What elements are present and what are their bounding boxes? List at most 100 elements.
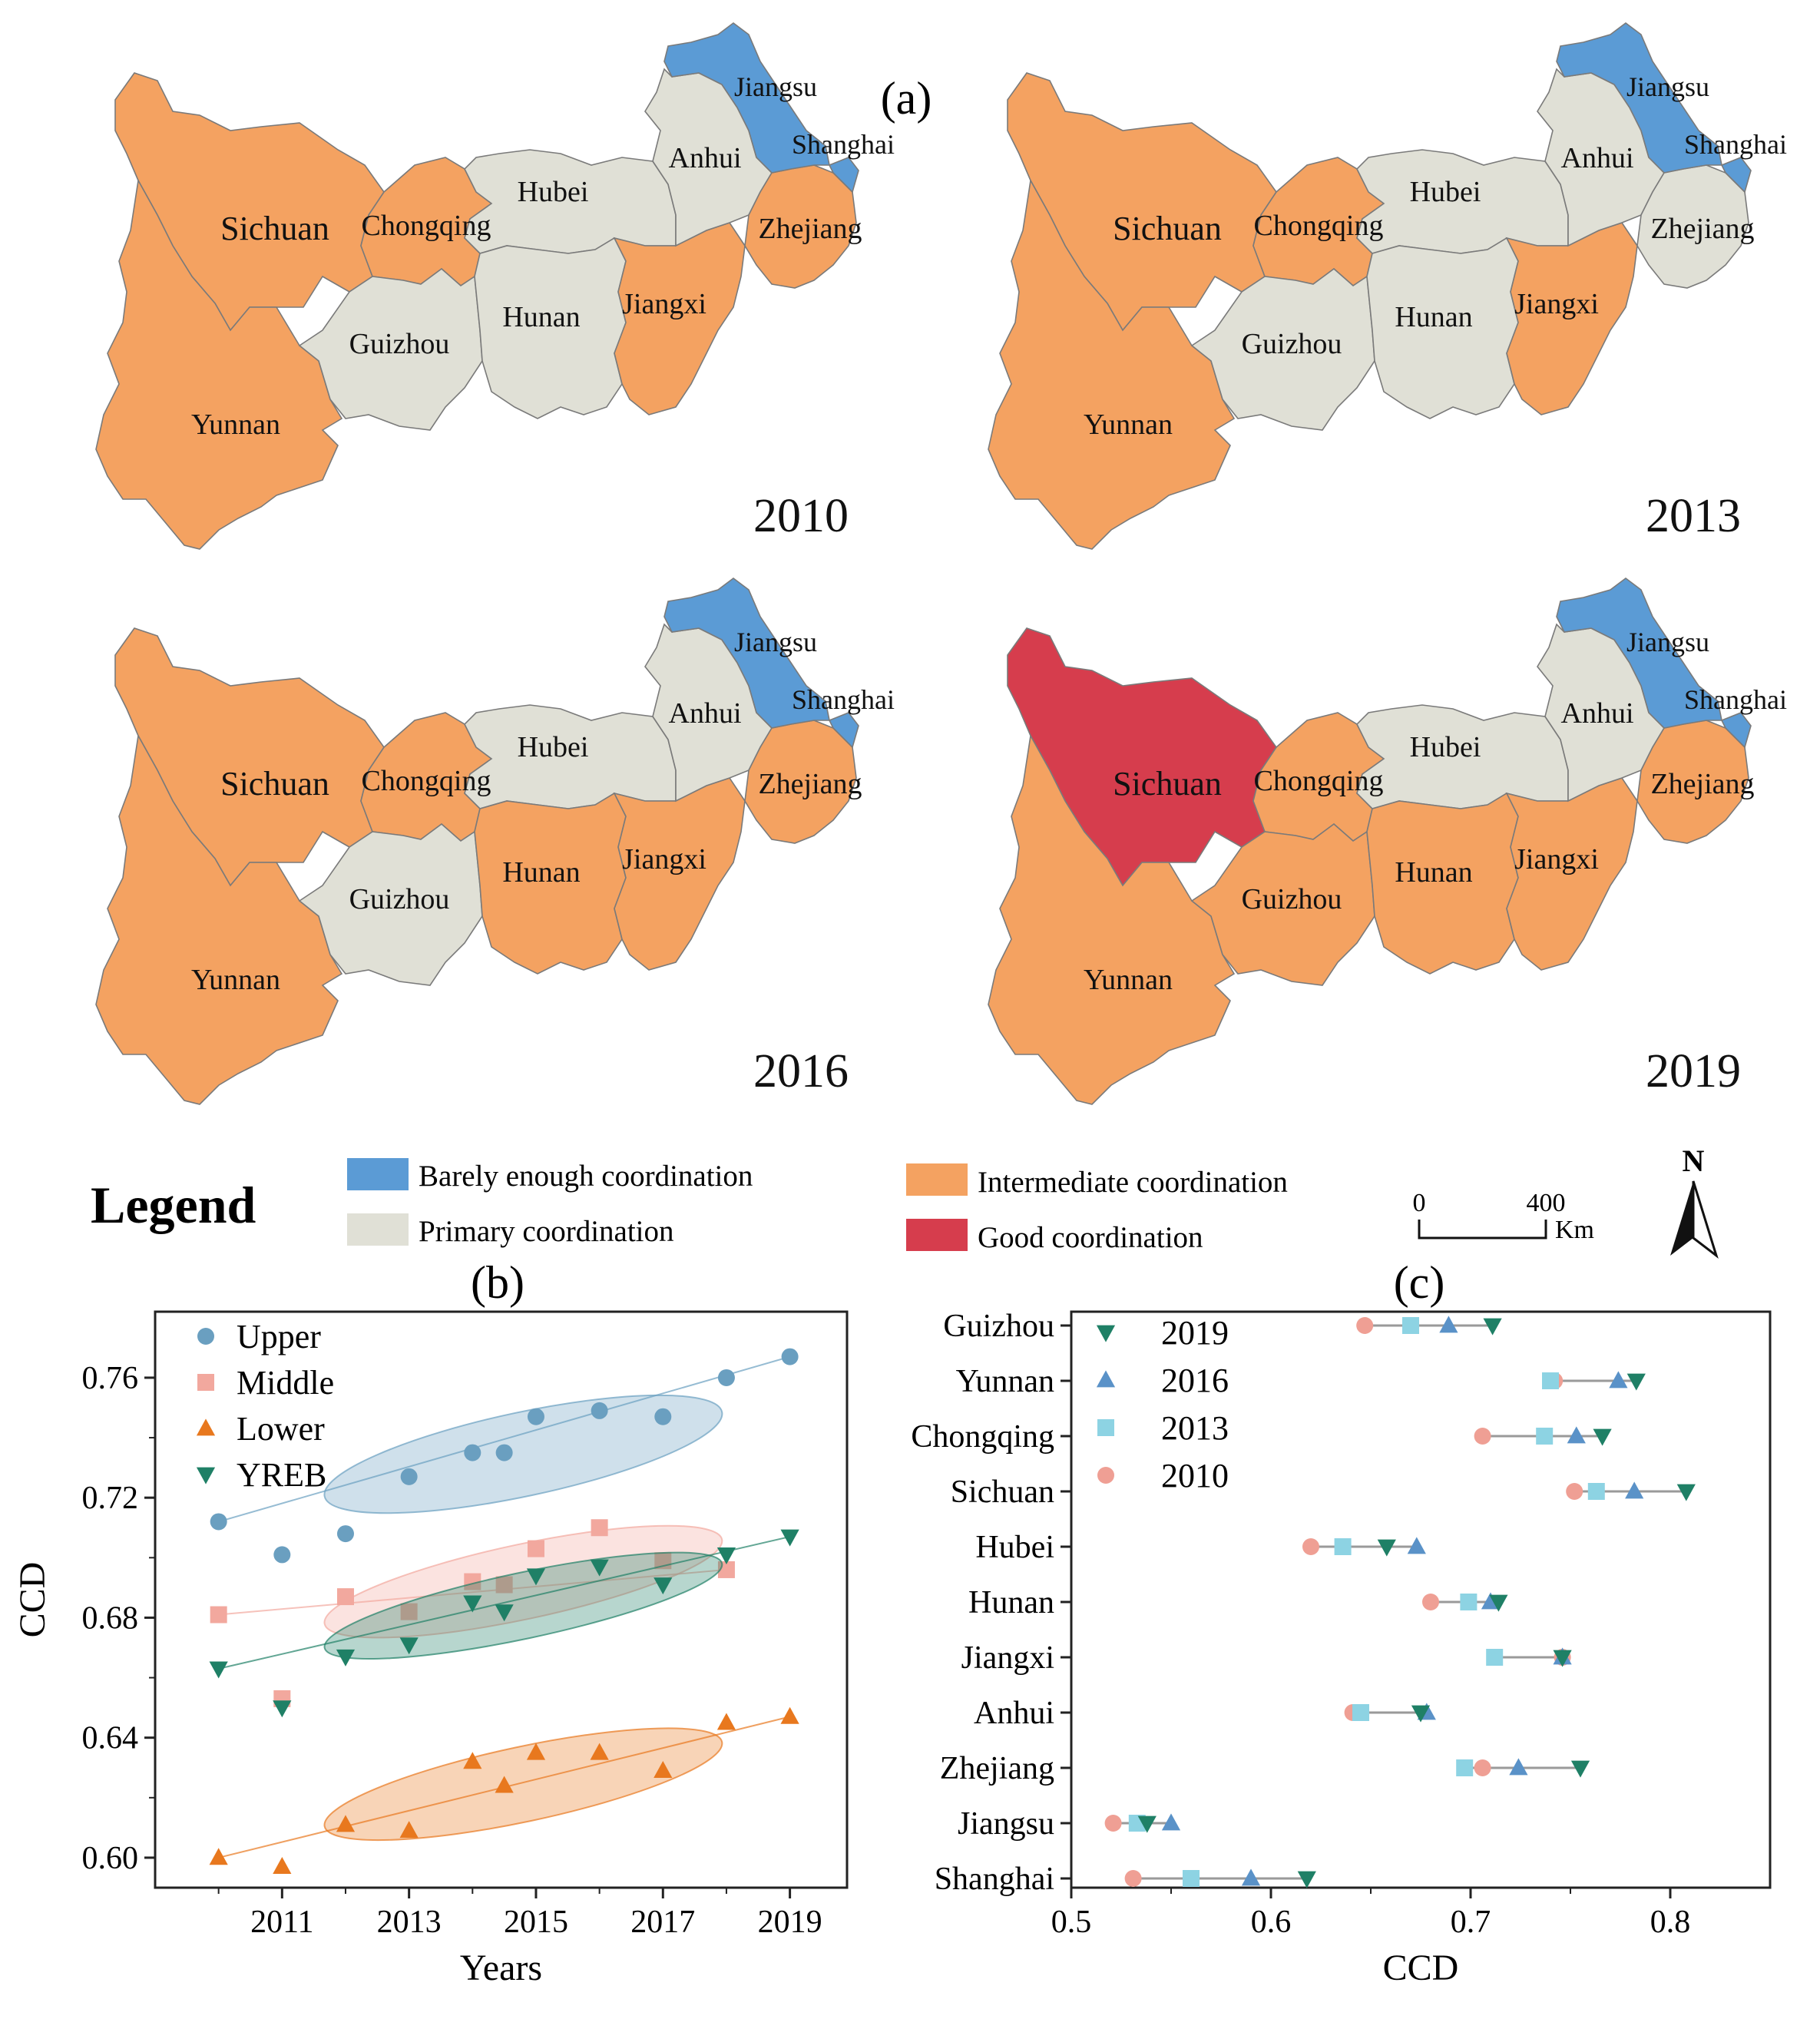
series-yreb	[209, 1529, 799, 1718]
point-upper-6	[527, 1408, 544, 1425]
trend-line-middle	[218, 1568, 727, 1616]
point-2019-chongqing	[1593, 1428, 1612, 1446]
region-label-yunnan-2013: Yunnan	[1084, 409, 1173, 441]
point-yreb-0	[209, 1661, 228, 1679]
confidence-ellipse-lower	[323, 1727, 723, 1842]
legend-marker-b-upper	[197, 1328, 214, 1345]
region-label-hubei-2019: Hubei	[1410, 731, 1481, 763]
scale-bar: 0 400 Km	[1413, 1189, 1595, 1244]
region-label-shanghai-2016: Shanghai	[792, 684, 895, 715]
region-label-anhui-2013: Anhui	[1561, 142, 1634, 174]
point-lower-0	[209, 1848, 228, 1865]
region-label-anhui-2016: Anhui	[669, 697, 742, 730]
legend-label-c-2016: 2016	[1161, 1362, 1229, 1399]
region-label-chongqing-2013: Chongqing	[1254, 210, 1384, 242]
point-middle-5	[495, 1576, 513, 1594]
map-2010: Sichuan Chongqing Yunnan Guizhou Hubei Hunan J…	[95, 22, 895, 550]
region-label-sichuan-2010: Sichuan	[220, 210, 329, 247]
point-2016-chongqing	[1567, 1426, 1586, 1444]
point-2019-jiangxi	[1553, 1650, 1572, 1667]
region-label-guizhou-2013: Guizhou	[1242, 328, 1342, 360]
point-2013-sichuan	[1587, 1483, 1605, 1500]
point-2019-hubei	[1377, 1539, 1396, 1557]
region-label-guizhou-2016: Guizhou	[349, 883, 450, 915]
series-2019	[1137, 1318, 1696, 1888]
point-yreb-2	[336, 1649, 356, 1667]
point-yreb-10	[780, 1529, 799, 1547]
map-year-2010: 2010	[753, 490, 849, 542]
point-2013-guizhou	[1402, 1317, 1419, 1334]
xtick-label-b-2017: 2017	[630, 1905, 695, 1940]
point-2016-guizhou	[1439, 1316, 1458, 1333]
series-upper	[210, 1348, 799, 1564]
confidence-ellipse-upper	[323, 1394, 723, 1514]
point-lower-6	[526, 1743, 546, 1760]
region-label-zhejiang-2013: Zhejiang	[1650, 213, 1754, 245]
category-label-yunnan: Yunnan	[956, 1364, 1054, 1399]
point-2010-hubei	[1302, 1538, 1319, 1555]
point-lower-5	[495, 1776, 514, 1793]
point-upper-10	[781, 1348, 799, 1365]
xtick-label-c-1: 0.6	[1251, 1905, 1292, 1940]
point-upper-4	[464, 1444, 481, 1461]
point-2013-chongqing	[1536, 1428, 1554, 1445]
point-upper-1	[273, 1546, 291, 1564]
region-label-sichuan-2013: Sichuan	[1113, 210, 1222, 247]
category-label-chongqing: Chongqing	[911, 1419, 1054, 1455]
legend-label-intermediate: Intermediate coordination	[978, 1166, 1288, 1199]
region-label-hubei-2016: Hubei	[518, 731, 589, 763]
legend-marker-c-2013	[1097, 1419, 1114, 1436]
point-upper-3	[400, 1468, 418, 1485]
region-label-zhejiang-2019: Zhejiang	[1650, 768, 1754, 800]
point-lower-1	[273, 1857, 292, 1875]
legend-title: Legend	[91, 1176, 256, 1234]
legend-marker-b-middle	[197, 1374, 214, 1391]
region-label-yunnan-2019: Yunnan	[1084, 964, 1173, 996]
series-2013	[1128, 1317, 1605, 1887]
point-yreb-7	[590, 1559, 609, 1577]
xlabel-c: CCD	[1383, 1948, 1459, 1988]
point-2013-hunan	[1460, 1594, 1478, 1610]
region-label-hubei-2013: Hubei	[1410, 176, 1481, 208]
point-yreb-4	[463, 1595, 482, 1613]
region-label-jiangsu-2013: Jiangsu	[1626, 71, 1709, 102]
region-label-guizhou-2010: Guizhou	[349, 328, 450, 360]
point-2013-yunnan	[1542, 1372, 1559, 1389]
category-label-guizhou: Guizhou	[943, 1309, 1054, 1344]
category-label-shanghai: Shanghai	[935, 1862, 1054, 1897]
category-label-hubei: Hubei	[975, 1530, 1054, 1565]
region-label-guizhou-2019: Guizhou	[1242, 883, 1342, 915]
point-2013-jiangxi	[1486, 1649, 1504, 1666]
point-upper-5	[495, 1444, 513, 1461]
region-label-chongqing-2016: Chongqing	[362, 765, 491, 797]
chart-b: 0.60 0.64 0.68 0.72 0.76 2011 2013 2015 2017 2019…	[12, 1310, 849, 1988]
ytick-label-b-0: 0.60	[82, 1841, 139, 1876]
legend-swatch-good	[906, 1219, 968, 1251]
point-lower-8	[654, 1761, 673, 1779]
point-2013-shanghai	[1183, 1870, 1200, 1887]
region-label-sichuan-2016: Sichuan	[220, 765, 329, 803]
region-label-hunan-2010: Hunan	[502, 301, 580, 333]
point-lower-3	[399, 1821, 419, 1839]
region-label-anhui-2010: Anhui	[669, 142, 742, 174]
north-arrow: N	[1670, 1144, 1719, 1259]
point-yreb-5	[495, 1604, 514, 1622]
panel-label-c: (c)	[1394, 1257, 1445, 1308]
legend-label-c-2019: 2019	[1161, 1314, 1229, 1352]
region-label-jiangxi-2019: Jiangxi	[1514, 843, 1599, 875]
point-yreb-1	[273, 1700, 292, 1718]
category-label-jiangsu: Jiangsu	[958, 1806, 1054, 1842]
legend-label-b-upper: Upper	[237, 1318, 321, 1355]
confidence-ellipse-yreb	[323, 1551, 723, 1660]
point-yreb-6	[526, 1568, 546, 1586]
point-2016-hubei	[1407, 1537, 1426, 1554]
point-2010-zhejiang	[1474, 1759, 1491, 1776]
scale-unit: Km	[1555, 1216, 1594, 1244]
region-label-shanghai-2010: Shanghai	[792, 129, 895, 160]
region-label-jiangxi-2010: Jiangxi	[622, 288, 706, 320]
point-middle-2	[336, 1588, 354, 1606]
region-label-chongqing-2019: Chongqing	[1254, 765, 1384, 797]
panel-label-a: (a)	[881, 73, 932, 124]
point-2019-anhui	[1411, 1705, 1431, 1723]
